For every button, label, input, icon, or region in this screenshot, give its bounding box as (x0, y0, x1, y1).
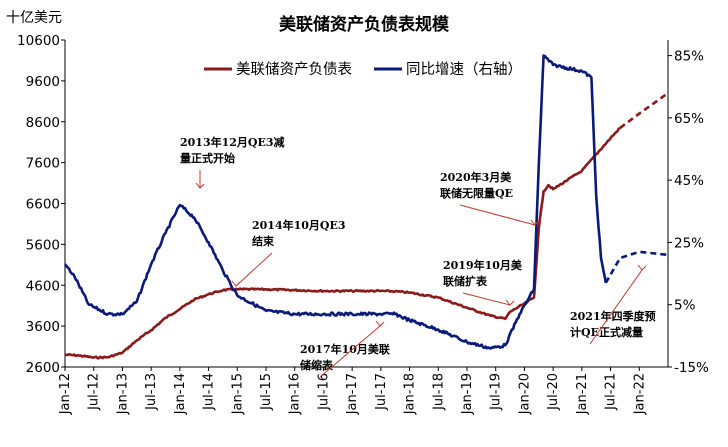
legend: 美联储资产负债表 同比增速（右轴） (204, 61, 522, 78)
annotation-arrow (459, 204, 536, 226)
annotation-arrow (235, 252, 273, 287)
annotation-arrowhead (195, 182, 205, 189)
axes: 10600 9600 8600 7600 6600 5600 4600 3600 2600 85%… (17, 33, 709, 415)
annotation-text: 联储无限量QE (440, 186, 513, 200)
x-tick-label: Jul-19 (489, 373, 504, 411)
series-forecast-1 (604, 250, 669, 284)
annotation-text: 储缩表 (300, 358, 334, 372)
x-tick-label: Jul-13 (144, 373, 159, 411)
right-tick-label: 45% (674, 173, 704, 189)
left-tick-label: 7600 (26, 156, 60, 172)
annotation-text: 量正式开始 (180, 151, 235, 165)
annotation-text: 2014年10月QE3 (252, 218, 346, 232)
annotation-arrow (319, 325, 381, 378)
right-tick-label: -15% (674, 360, 709, 376)
x-tick-label: Jan-22 (632, 373, 647, 415)
series-forecast-0 (619, 92, 669, 129)
x-tick-label: Jul-14 (202, 373, 217, 411)
right-tick-label: 85% (674, 49, 704, 65)
x-tick-label: Jan-14 (173, 373, 188, 415)
annotation-text: 2020年3月美 (440, 170, 512, 184)
annotation-arrowhead (530, 219, 540, 226)
x-tick-label: Jul-16 (316, 373, 331, 411)
x-tick-label: Jan-17 (345, 373, 360, 415)
x-tick-label: Jan-19 (460, 373, 475, 415)
series-group (63, 54, 669, 360)
annotation-arrowhead (375, 320, 385, 327)
x-tick-label: Jan-12 (58, 373, 73, 415)
x-tick-label: Jan-15 (230, 373, 245, 415)
x-tick-label: Jul-17 (374, 373, 389, 411)
right-tick-label: 25% (674, 235, 704, 251)
x-tick-label: Jan-16 (288, 373, 303, 415)
left-tick-label: 2600 (26, 360, 60, 376)
legend-label-growth: 同比增速（右轴） (406, 61, 522, 78)
left-tick-label: 9600 (26, 74, 60, 90)
chart-title: 美联储资产负债表规模 (279, 14, 450, 35)
x-tick-label: Jul-12 (87, 373, 102, 411)
left-tick-label: 6600 (26, 197, 60, 213)
legend-label-balance: 美联储资产负债表 (236, 61, 352, 78)
left-tick-label: 5600 (26, 237, 60, 253)
right-tick-label: 65% (674, 111, 704, 127)
annotation-text: 联储扩表 (443, 274, 488, 288)
x-tick-label: Jul-18 (431, 373, 446, 411)
annotation-text: 2013年12月QE3减 (180, 135, 285, 149)
left-tick-label: 3600 (26, 319, 60, 335)
x-tick-label: Jul-20 (546, 373, 561, 411)
annotation-arrow (589, 269, 643, 345)
x-tick-label: Jan-13 (115, 373, 130, 415)
annotation-arrowhead (505, 299, 515, 306)
annotation-arrow (462, 292, 511, 306)
annotation-arrowhead (637, 264, 647, 271)
annotation-text: 2019年10月美 (443, 258, 523, 272)
left-tick-label: 10600 (17, 33, 60, 49)
x-tick-label: Jan-18 (403, 373, 418, 415)
annotation-text: 结束 (251, 234, 275, 248)
annotation-text: 2017年10月美联 (300, 342, 390, 356)
right-tick-label: 5% (674, 298, 696, 314)
left-tick-label: 8600 (26, 115, 60, 131)
series-line-1 (63, 54, 608, 350)
left-axis-unit: 十亿美元 (6, 10, 62, 26)
annotation-text: 计QE正式减量 (570, 325, 643, 339)
x-tick-label: Jul-15 (259, 373, 274, 411)
left-tick-label: 4600 (26, 278, 60, 294)
x-tick-label: Jan-20 (517, 373, 532, 415)
annotation-text: 2021年四季度预 (570, 309, 656, 323)
x-tick-label: Jul-21 (604, 373, 619, 411)
annotation-arrowhead (231, 280, 241, 287)
x-tick-label: Jan-21 (575, 373, 590, 415)
